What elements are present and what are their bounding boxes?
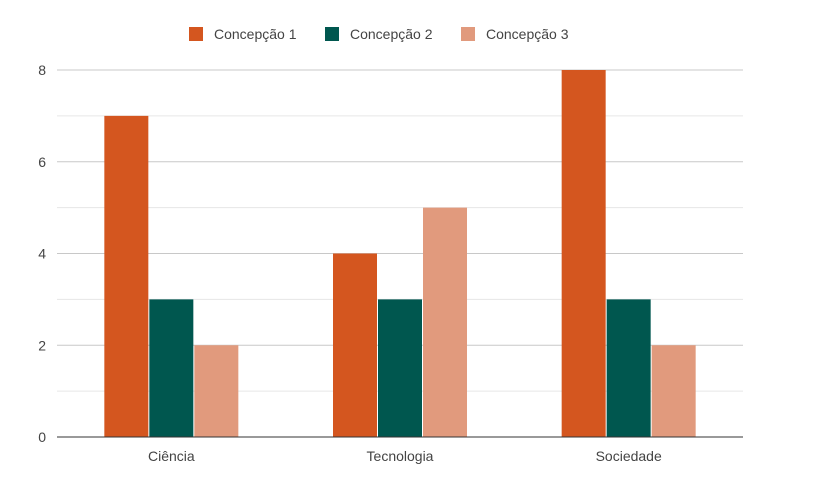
bar — [378, 299, 422, 437]
y-axis-ticks: 0 2 4 6 8 — [38, 62, 46, 445]
legend-item: Concepção 3 — [461, 26, 569, 42]
bar — [561, 70, 606, 437]
y-tick-label: 6 — [38, 154, 46, 170]
legend-label: Concepção 2 — [350, 26, 433, 42]
bar — [149, 299, 194, 437]
x-tick-label: Ciência — [148, 448, 195, 464]
bar — [104, 115, 149, 437]
y-tick-label: 4 — [38, 246, 46, 262]
legend-label: Concepção 1 — [214, 26, 297, 42]
y-tick-label: 8 — [38, 62, 46, 78]
legend-swatch — [189, 27, 203, 41]
x-tick-label: Tecnologia — [367, 448, 434, 464]
y-tick-label: 0 — [38, 429, 46, 445]
legend-label: Concepção 3 — [486, 26, 569, 42]
bar — [423, 207, 467, 437]
legend-swatch — [325, 27, 339, 41]
legend-item: Concepção 1 — [189, 26, 297, 42]
x-tick-label: Sociedade — [596, 448, 662, 464]
legend-swatch — [461, 27, 475, 41]
x-axis-ticks: Ciência Tecnologia Sociedade — [148, 448, 662, 464]
bar — [606, 299, 651, 437]
bar — [194, 345, 239, 437]
bar — [333, 253, 377, 437]
y-tick-label: 2 — [38, 337, 46, 353]
legend-item: Concepção 2 — [325, 26, 433, 42]
bar — [651, 345, 696, 437]
legend: Concepção 1 Concepção 2 Concepção 3 — [189, 26, 569, 42]
bars — [104, 70, 696, 437]
